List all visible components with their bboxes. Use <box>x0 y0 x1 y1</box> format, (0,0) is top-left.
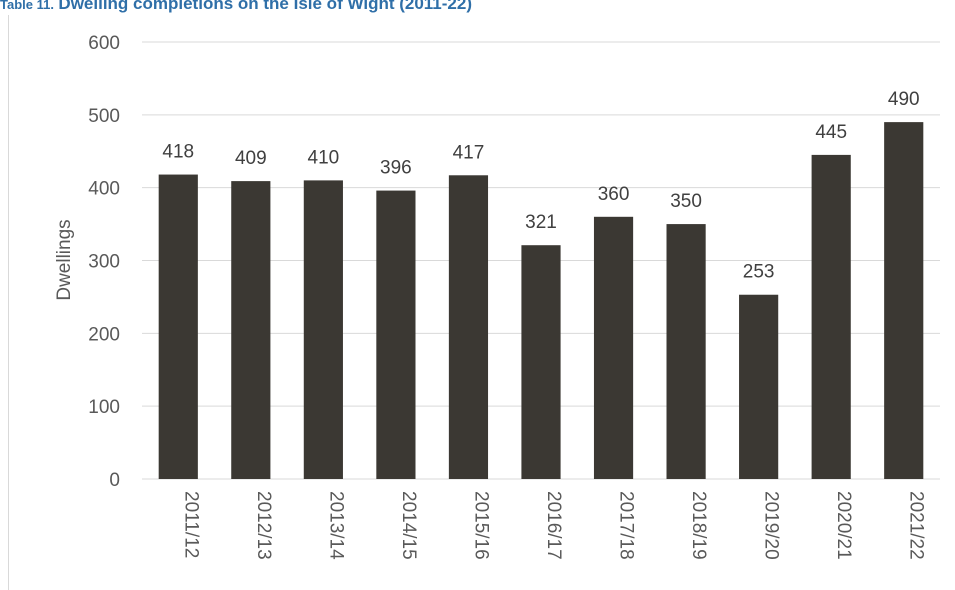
caption-lead: Table 11. <box>0 0 54 12</box>
data-label-2018-19: 350 <box>670 191 702 212</box>
bar-2014-15 <box>376 190 416 479</box>
bar-2020-21 <box>811 154 851 479</box>
bar-2016-17 <box>521 245 561 479</box>
bar-2021-22 <box>884 122 924 479</box>
bar-2017-18 <box>593 216 634 480</box>
y-axis-ticks: 0 100 200 300 400 500 600 <box>88 33 120 491</box>
x-tick-label-2021-22: 2021/22 <box>906 491 927 560</box>
data-label-2011-12: 418 <box>162 142 194 163</box>
x-tick-label-2016-17: 2016/17 <box>543 491 564 560</box>
y-tick-label-1: 100 <box>88 397 120 418</box>
x-tick-label-2017-18: 2017/18 <box>616 491 637 560</box>
bar-2015-16 <box>448 175 489 479</box>
bar-2019-20 <box>739 294 779 479</box>
y-tick-label-5: 500 <box>88 106 120 127</box>
bar-2018-19 <box>666 224 706 479</box>
x-tick-label-2019-20: 2019/20 <box>761 491 782 560</box>
chart-title: Dwelling completions on the Isle of Wigh… <box>58 0 472 13</box>
y-tick-label-0: 0 <box>109 470 120 491</box>
data-label-2012-13: 409 <box>235 148 267 169</box>
bars <box>158 122 924 480</box>
x-tick-label-2011-12: 2011/12 <box>180 491 201 558</box>
bar-2013-14 <box>303 180 343 479</box>
x-tick-label-2018-19: 2018/19 <box>688 491 709 560</box>
x-tick-label-2012-13: 2012/13 <box>253 491 274 560</box>
y-tick-label-4: 400 <box>88 179 120 200</box>
x-tick-label-2014-15: 2014/15 <box>398 491 419 560</box>
data-label-2016-17: 321 <box>525 212 557 233</box>
x-tick-label-2020-21: 2020/21 <box>833 491 854 560</box>
x-axis-ticks: 2011/12 2012/13 2013/14 2014/15 2015/16 2016/… <box>180 491 926 560</box>
x-tick-label-2013-14: 2013/14 <box>325 491 346 560</box>
chart-frame <box>8 15 954 590</box>
data-label-2019-20: 253 <box>743 262 775 283</box>
data-label-2013-14: 410 <box>308 147 340 168</box>
data-label-2017-18: 360 <box>598 184 630 205</box>
data-labels: 418 409 410 396 417 321 360 350 253 445 490 <box>162 89 919 283</box>
y-tick-label-3: 300 <box>88 252 120 273</box>
data-label-2014-15: 396 <box>380 158 412 179</box>
bar-2011-12 <box>158 174 198 479</box>
data-label-2020-21: 445 <box>815 122 847 143</box>
data-label-2015-16: 417 <box>453 142 485 163</box>
y-tick-label-6: 600 <box>88 33 120 54</box>
bar-2012-13 <box>231 181 271 479</box>
y-tick-label-2: 200 <box>88 324 120 345</box>
data-label-2021-22: 490 <box>888 89 920 110</box>
y-axis-label: Dwellings <box>54 219 75 300</box>
chart-caption: Table 11. Dwelling completions on the Is… <box>0 0 955 14</box>
x-tick-label-2015-16: 2015/16 <box>470 491 491 560</box>
